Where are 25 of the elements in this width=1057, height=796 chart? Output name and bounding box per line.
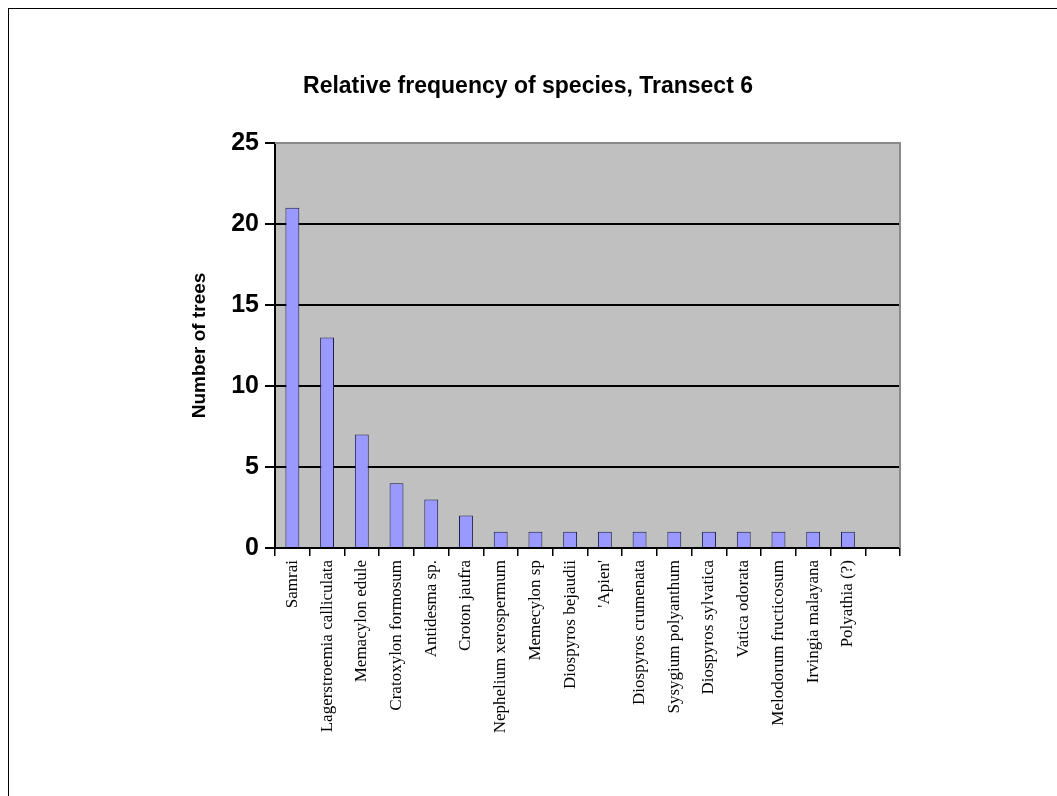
x-tick-label: 'Apien' <box>594 560 614 608</box>
y-tick-label: 20 <box>231 207 259 236</box>
y-tick-label: 5 <box>245 450 260 479</box>
x-tick-label: Samrai <box>281 559 301 609</box>
y-axis-title: Number of trees <box>187 272 209 419</box>
x-tick-label: Memacylon edule <box>351 560 371 683</box>
y-tick-label: 10 <box>231 369 259 398</box>
x-tick-label: Vatica odorata <box>733 559 753 658</box>
chart-title: Relative frequency of species, Transect 6 <box>303 72 753 98</box>
y-tick-label: 0 <box>245 531 259 560</box>
x-tick-label: Lagerstroemia calliculata <box>316 559 336 733</box>
x-tick-label: Croton jaufra <box>455 559 475 652</box>
x-tick-label: Polyathia (?) <box>837 560 857 648</box>
x-tick-label: Melodorum fructicosum <box>767 560 787 726</box>
y-tick-label: 25 <box>231 126 260 155</box>
x-tick-label: Irvingia malayana <box>802 559 822 684</box>
x-tick-label: Diospyros crumenata <box>629 559 649 705</box>
x-tick-label: Diospyros bejaudii <box>559 559 579 689</box>
x-tick-label: Sysygium polyanthum <box>663 560 683 714</box>
x-tick-label: Memecylon sp <box>524 560 544 661</box>
x-tick-label: Antidesma sp. <box>420 560 440 658</box>
x-tick-label: Cratoxylon formosum <box>386 560 405 711</box>
x-tick-label: Nephelium xerospermum <box>490 560 510 734</box>
x-tick-label: Diospyros sylvatica <box>698 559 718 695</box>
y-tick-label: 15 <box>231 288 260 317</box>
